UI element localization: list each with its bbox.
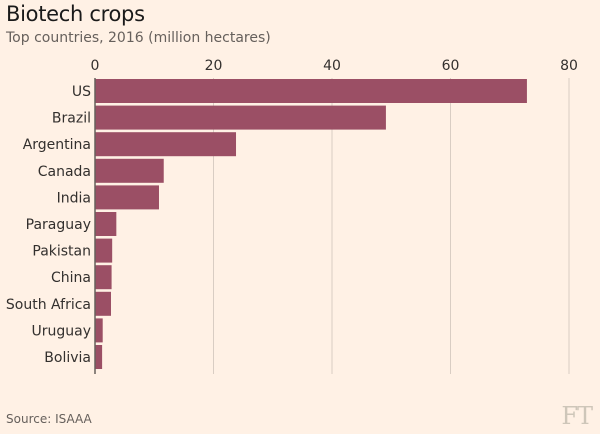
- category-label: South Africa: [6, 297, 91, 313]
- bar: [95, 345, 103, 369]
- bar: [95, 212, 117, 236]
- x-tick-label: 0: [91, 58, 100, 74]
- x-tick-label: 80: [560, 58, 578, 74]
- category-label: China: [51, 270, 91, 286]
- category-label: Uruguay: [32, 323, 92, 339]
- category-label: Pakistan: [32, 244, 91, 260]
- x-tick-label: 60: [442, 58, 460, 74]
- category-label: Paraguay: [26, 217, 91, 233]
- category-label: Argentina: [23, 137, 91, 153]
- ft-logo: FT: [561, 402, 593, 430]
- bar: [95, 185, 159, 210]
- chart-subtitle: Top countries, 2016 (million hectares): [6, 30, 271, 46]
- category-label: Canada: [38, 164, 91, 180]
- bar: [95, 238, 113, 263]
- x-tick-label: 20: [205, 58, 223, 74]
- bar: [95, 132, 237, 157]
- bar: [95, 158, 164, 183]
- chart-title: Biotech crops: [6, 2, 145, 26]
- x-tick-label: 40: [323, 58, 341, 74]
- category-label: Bolivia: [44, 350, 91, 366]
- category-label: India: [57, 190, 91, 206]
- source-note: Source: ISAAA: [6, 412, 92, 426]
- bar: [95, 105, 386, 130]
- category-label: Brazil: [52, 111, 91, 127]
- category-label: US: [72, 84, 91, 100]
- bar: [95, 291, 111, 316]
- bar: [95, 265, 112, 290]
- bar: [95, 79, 527, 103]
- bar: [95, 318, 103, 343]
